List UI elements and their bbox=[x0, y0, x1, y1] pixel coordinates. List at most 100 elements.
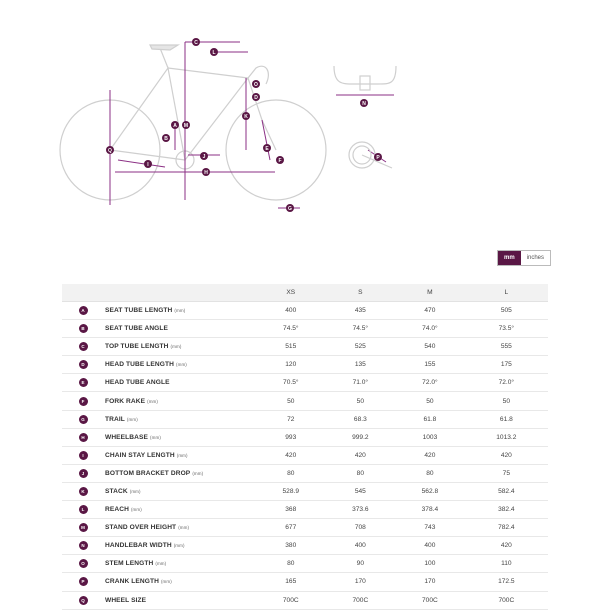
measurement-value: 582.4 bbox=[464, 482, 548, 502]
diagram-badge-n: N bbox=[360, 99, 368, 107]
diagram-badge-h: H bbox=[202, 168, 210, 176]
unit-mm-button[interactable]: mm bbox=[498, 251, 521, 265]
diagram-badge-j: J bbox=[200, 152, 208, 160]
diagram-badge-d: D bbox=[252, 93, 260, 101]
measurement-value: 505 bbox=[464, 301, 548, 321]
measurement-letter-badge: M bbox=[78, 523, 88, 533]
table-row: M STAND OVER HEIGHT (mm) 677 708 743 782.4 bbox=[62, 518, 548, 538]
measurement-value: 435 bbox=[325, 301, 396, 321]
measurement-unit: (mm) bbox=[126, 416, 138, 422]
measurement-value: 74.0° bbox=[395, 319, 465, 339]
measurement-name: HEAD TUBE ANGLE bbox=[105, 379, 170, 387]
frame-main bbox=[167, 67, 250, 161]
measurement-name: STACK bbox=[105, 487, 128, 495]
diagram-badge-o: O bbox=[252, 80, 260, 88]
measurement-unit: (mm) bbox=[129, 488, 141, 494]
measurement-value: 555 bbox=[464, 337, 548, 357]
measurement-value: 708 bbox=[325, 518, 396, 538]
measurement-name: FORK RAKE bbox=[105, 397, 146, 405]
svg-text:C: C bbox=[194, 40, 198, 46]
measurement-unit: (mm) bbox=[150, 434, 161, 440]
measurement-value: 135 bbox=[325, 355, 396, 375]
measurement-value: 420 bbox=[464, 536, 548, 556]
table-row: Q WHEEL SIZE 700C 700C 700C 700C bbox=[62, 591, 548, 610]
measurement-name: WHEEL SIZE bbox=[105, 596, 147, 604]
measurement-name: TOP TUBE LENGTH bbox=[105, 343, 169, 351]
measurement-unit: (mm) bbox=[176, 452, 188, 458]
svg-text:M: M bbox=[184, 123, 188, 129]
diagram-badge-l: L bbox=[210, 48, 218, 56]
measurement-letter-badge: E bbox=[78, 378, 88, 388]
fork bbox=[247, 77, 277, 151]
measurement-value: 525 bbox=[325, 337, 396, 357]
table-row: H WHEELBASE (mm) 993 999.2 1003 1013.2 bbox=[62, 428, 548, 447]
measurement-letter-badge: D bbox=[78, 360, 88, 370]
svg-text:L: L bbox=[212, 50, 215, 56]
measurement-value: 74.5° bbox=[325, 319, 396, 339]
measurement-value: 382.4 bbox=[464, 500, 548, 520]
svg-text:E: E bbox=[265, 146, 269, 152]
measurement-value: 61.8 bbox=[395, 410, 465, 429]
diagram-badge-e: E bbox=[263, 144, 271, 152]
table-row: O STEM LENGTH (mm) 80 90 100 110 bbox=[62, 554, 548, 574]
measurement-letter-badge: L bbox=[78, 505, 88, 515]
table-row: K STACK (mm) 528.9 545 562.8 582.4 bbox=[62, 482, 548, 502]
measurement-value: 80 bbox=[325, 464, 396, 483]
measurement-name: REACH bbox=[105, 506, 129, 514]
measurement-value: 155 bbox=[395, 355, 465, 375]
measurement-unit: (mm) bbox=[170, 344, 182, 350]
measurement-unit: (mm) bbox=[174, 308, 186, 314]
measurement-name: CHAIN STAY LENGTH bbox=[105, 451, 175, 459]
column-header: S bbox=[325, 284, 396, 302]
diagram-badge-a: A bbox=[171, 121, 179, 129]
measurement-value: 50 bbox=[395, 391, 465, 411]
measurement-name: SEAT TUBE ANGLE bbox=[105, 325, 169, 333]
measurement-unit: (mm) bbox=[176, 362, 187, 368]
measurement-value: 70.5° bbox=[256, 373, 326, 393]
diagram-badge-q: Q bbox=[106, 146, 114, 154]
measurement-value: 90 bbox=[325, 554, 396, 574]
measurement-unit: (mm) bbox=[147, 398, 159, 404]
table-row: P CRANK LENGTH (mm) 165 170 170 172.5 bbox=[62, 572, 548, 592]
measurement-name: STAND OVER HEIGHT bbox=[105, 524, 177, 532]
measurement-value: 700C bbox=[395, 591, 465, 610]
measurement-name: STEM LENGTH bbox=[105, 560, 154, 568]
measurement-value: 515 bbox=[256, 337, 326, 357]
measurement-value: 540 bbox=[395, 337, 465, 357]
measurement-unit: (mm) bbox=[155, 561, 167, 567]
measurement-value: 73.5° bbox=[464, 319, 548, 339]
diagram-badge-p: P bbox=[374, 153, 382, 161]
unit-inches-button[interactable]: inches bbox=[520, 251, 551, 265]
table-row: B SEAT TUBE ANGLE 74.5° 74.5° 74.0° 73.5° bbox=[62, 319, 548, 339]
measurement-letter-badge: C bbox=[78, 342, 88, 352]
measurement-letter-badge: J bbox=[78, 468, 88, 478]
svg-text:G: G bbox=[288, 206, 292, 212]
diagram-badge-f: F bbox=[276, 156, 284, 164]
measurement-value: 72 bbox=[256, 410, 326, 429]
measurement-value: 72.0° bbox=[395, 373, 465, 393]
measurement-letter-badge: O bbox=[78, 559, 88, 569]
measurement-letter-badge: P bbox=[78, 577, 88, 587]
diagram-badge-g: G bbox=[286, 204, 294, 212]
measurement-value: 80 bbox=[256, 464, 326, 483]
svg-text:P: P bbox=[376, 155, 380, 161]
diagram-badge-k: K bbox=[242, 112, 250, 120]
measurement-value: 373.6 bbox=[325, 500, 396, 520]
measurement-value: 100 bbox=[395, 554, 465, 574]
front-wheel bbox=[225, 99, 327, 201]
measurement-value: 1013.2 bbox=[464, 428, 548, 447]
table-row: E HEAD TUBE ANGLE 70.5° 71.0° 72.0° 72.0° bbox=[62, 373, 548, 393]
measurement-value: 470 bbox=[395, 301, 465, 321]
table-row: N HANDLEBAR WIDTH (mm) 380 400 400 420 bbox=[62, 536, 548, 556]
measurement-value: 420 bbox=[395, 446, 465, 465]
measurement-value: 170 bbox=[395, 572, 465, 592]
measurement-value: 400 bbox=[325, 536, 396, 556]
measurement-value: 999.2 bbox=[325, 428, 396, 447]
measurement-letter-badge: H bbox=[78, 432, 88, 442]
frame bbox=[109, 66, 186, 161]
measurement-value: 420 bbox=[464, 446, 548, 465]
measurement-value: 165 bbox=[256, 572, 326, 592]
measurement-letter-badge: I bbox=[78, 450, 88, 460]
table-row: D HEAD TUBE LENGTH (mm) 120 135 155 175 bbox=[62, 355, 548, 375]
measurement-letter-badge: B bbox=[78, 324, 88, 334]
